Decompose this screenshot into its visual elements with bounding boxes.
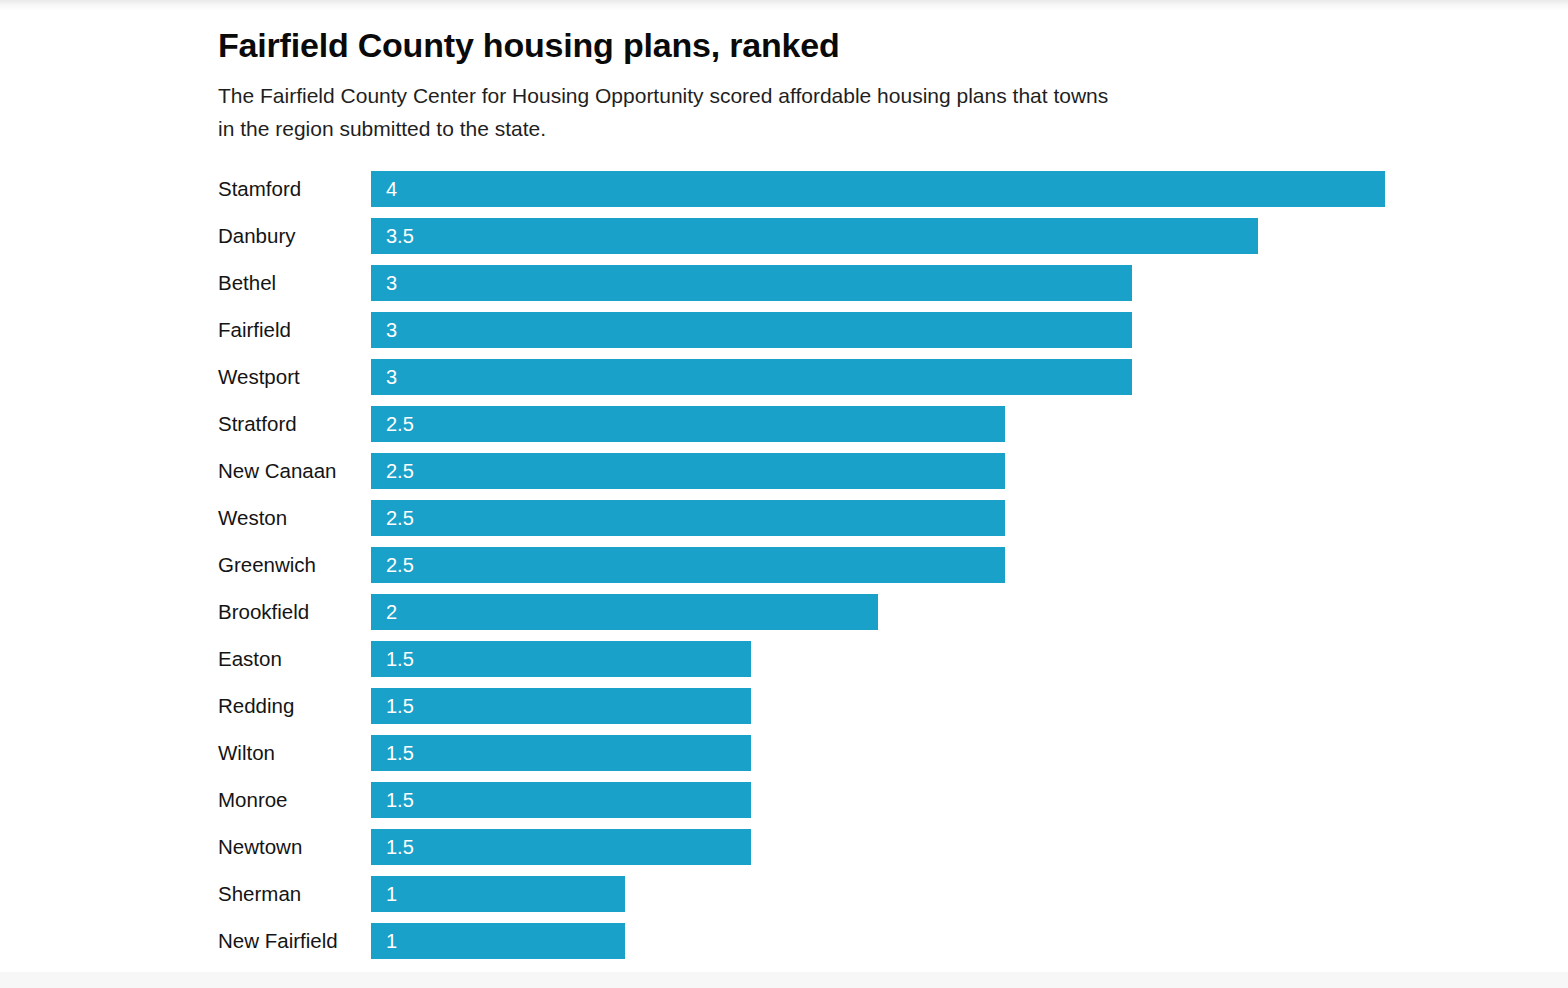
- bar-track: 2.5: [371, 453, 1385, 489]
- bar-track: 2: [371, 594, 1385, 630]
- bar: 4: [371, 171, 1385, 207]
- bar: 2.5: [371, 500, 1005, 536]
- bar-track: 2.5: [371, 406, 1385, 442]
- bar-track: 3: [371, 359, 1385, 395]
- category-label: Wilton: [218, 741, 371, 765]
- value-label: 2.5: [371, 547, 414, 583]
- bar: 1.5: [371, 735, 751, 771]
- bar: 2.5: [371, 406, 1005, 442]
- chart-row: Greenwich2.5: [218, 547, 1388, 583]
- bar: 1.5: [371, 688, 751, 724]
- value-label: 2: [371, 594, 397, 630]
- category-label: Stratford: [218, 412, 371, 436]
- chart-row: Newtown1.5: [218, 829, 1388, 865]
- bar: 1.5: [371, 829, 751, 865]
- chart-container: Fairfield County housing plans, ranked T…: [218, 0, 1388, 970]
- value-label: 3: [371, 359, 397, 395]
- category-label: New Canaan: [218, 459, 371, 483]
- bar-track: 3.5: [371, 218, 1385, 254]
- value-label: 3: [371, 312, 397, 348]
- bar-track: 1.5: [371, 688, 1385, 724]
- value-label: 1.5: [371, 688, 414, 724]
- bar: 2.5: [371, 547, 1005, 583]
- bar-track: 3: [371, 312, 1385, 348]
- value-label: 1.5: [371, 641, 414, 677]
- category-label: Easton: [218, 647, 371, 671]
- chart-row: Sherman1: [218, 876, 1388, 912]
- value-label: 2.5: [371, 406, 414, 442]
- value-label: 1.5: [371, 782, 414, 818]
- chart-row: New Fairfield1: [218, 923, 1388, 959]
- chart-row: Redding1.5: [218, 688, 1388, 724]
- chart-row: Westport3: [218, 359, 1388, 395]
- category-label: Danbury: [218, 224, 371, 248]
- chart-title: Fairfield County housing plans, ranked: [218, 0, 1388, 65]
- bar: 2: [371, 594, 878, 630]
- bar-track: 2.5: [371, 500, 1385, 536]
- category-label: New Fairfield: [218, 929, 371, 953]
- bar-track: 1.5: [371, 829, 1385, 865]
- category-label: Fairfield: [218, 318, 371, 342]
- category-label: Greenwich: [218, 553, 371, 577]
- chart-subtitle-line-1: The Fairfield County Center for Housing …: [218, 79, 1388, 112]
- bar: 1.5: [371, 782, 751, 818]
- bar-track: 2.5: [371, 547, 1385, 583]
- chart-row: Bethel3: [218, 265, 1388, 301]
- value-label: 1: [371, 923, 397, 959]
- category-label: Redding: [218, 694, 371, 718]
- chart-rows: Stamford4Danbury3.5Bethel3Fairfield3West…: [218, 171, 1388, 959]
- bottom-page-strip: [0, 972, 1568, 988]
- value-label: 3.5: [371, 218, 414, 254]
- bar: 3: [371, 265, 1132, 301]
- chart-row: Stratford2.5: [218, 406, 1388, 442]
- chart-row: Easton1.5: [218, 641, 1388, 677]
- value-label: 2.5: [371, 453, 414, 489]
- category-label: Stamford: [218, 177, 371, 201]
- category-label: Bethel: [218, 271, 371, 295]
- bar: 2.5: [371, 453, 1005, 489]
- bar-track: 1.5: [371, 641, 1385, 677]
- category-label: Monroe: [218, 788, 371, 812]
- value-label: 3: [371, 265, 397, 301]
- bar-track: 1.5: [371, 735, 1385, 771]
- category-label: Weston: [218, 506, 371, 530]
- bar: 3: [371, 359, 1132, 395]
- bar-track: 1: [371, 923, 1385, 959]
- chart-subtitle-line-2: in the region submitted to the state.: [218, 112, 1388, 145]
- bar: 1: [371, 923, 625, 959]
- bar: 3.5: [371, 218, 1258, 254]
- bar: 1.5: [371, 641, 751, 677]
- category-label: Brookfield: [218, 600, 371, 624]
- chart-row: Wilton1.5: [218, 735, 1388, 771]
- chart-row: Weston2.5: [218, 500, 1388, 536]
- category-label: Westport: [218, 365, 371, 389]
- chart-row: Brookfield2: [218, 594, 1388, 630]
- bar-track: 4: [371, 171, 1385, 207]
- chart-row: Monroe1.5: [218, 782, 1388, 818]
- bar: 3: [371, 312, 1132, 348]
- category-label: Newtown: [218, 835, 371, 859]
- bar: 1: [371, 876, 625, 912]
- chart-row: Danbury3.5: [218, 218, 1388, 254]
- category-label: Sherman: [218, 882, 371, 906]
- value-label: 2.5: [371, 500, 414, 536]
- value-label: 1.5: [371, 829, 414, 865]
- chart-subtitle: The Fairfield County Center for Housing …: [218, 79, 1388, 145]
- bar-track: 1: [371, 876, 1385, 912]
- chart-row: New Canaan2.5: [218, 453, 1388, 489]
- value-label: 1: [371, 876, 397, 912]
- chart-row: Fairfield3: [218, 312, 1388, 348]
- value-label: 4: [371, 171, 397, 207]
- bar-track: 1.5: [371, 782, 1385, 818]
- bar-track: 3: [371, 265, 1385, 301]
- value-label: 1.5: [371, 735, 414, 771]
- chart-row: Stamford4: [218, 171, 1388, 207]
